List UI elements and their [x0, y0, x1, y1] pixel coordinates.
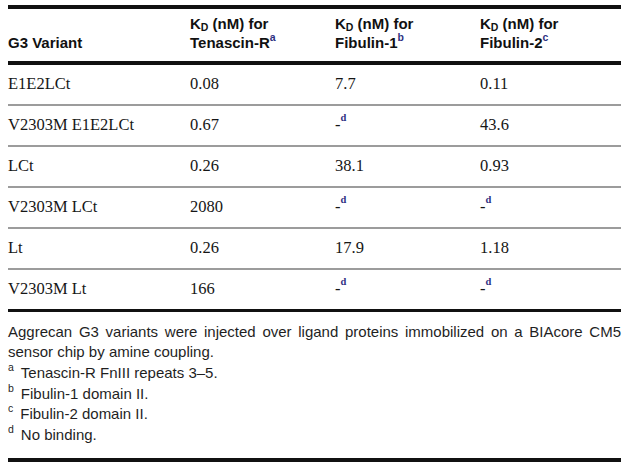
- kd-value-cell: -d: [335, 269, 480, 311]
- target-protein-label: Fibulin-1b: [335, 34, 476, 53]
- footnote-marker-a: a: [270, 31, 276, 43]
- kd-value-cell: -d: [480, 187, 621, 228]
- footnote-text: Tenascin-R FnIII repeats 3–5.: [21, 364, 218, 381]
- footnote-b: b Fibulin-1 domain II.: [8, 384, 621, 405]
- kd-label: KD (nM) for: [480, 15, 617, 34]
- table-row: V2303M Lt166-d-d: [8, 269, 621, 311]
- header-kd-tenascin-r: KD (nM) forTenascin-Ra: [190, 9, 335, 63]
- table-caption: Aggrecan G3 variants were injected over …: [8, 322, 621, 362]
- table-row: Lt0.2617.91.18: [8, 228, 621, 269]
- footnote-marker-c: c: [8, 402, 13, 414]
- footnote-text: No binding.: [21, 426, 97, 443]
- kd-value-cell: 1.18: [480, 228, 621, 269]
- bottom-rule: [8, 458, 621, 462]
- kd-value-cell: 0.26: [190, 228, 335, 269]
- table-row: V2303M LCt2080-d-d: [8, 187, 621, 228]
- table-body: E1E2LCt0.087.70.11V2303M E1E2LCt0.67-d43…: [8, 63, 621, 311]
- kd-label: KD (nM) for: [335, 15, 476, 34]
- footnote-marker-c: c: [543, 31, 549, 43]
- footnote-text: Fibulin-1 domain II.: [21, 385, 149, 402]
- kd-value-cell: -d: [480, 269, 621, 311]
- header-row: G3 Variant KD (nM) forTenascin-RaKD (nM)…: [8, 9, 621, 63]
- footnote-marker-d: d: [341, 194, 347, 205]
- footnote-c: c Fibulin-2 domain II.: [8, 404, 621, 425]
- footnote-marker-d: d: [341, 276, 347, 287]
- kd-value-cell: 2080: [190, 187, 335, 228]
- footnote-marker-b: b: [8, 382, 14, 394]
- kd-value-cell: 0.93: [480, 146, 621, 187]
- kd-value-cell: 43.6: [480, 105, 621, 146]
- table-row: LCt0.2638.10.93: [8, 146, 621, 187]
- footnote-a: a Tenascin-R FnIII repeats 3–5.: [8, 363, 621, 384]
- kd-value-cell: 166: [190, 269, 335, 311]
- kd-value-cell: 17.9: [335, 228, 480, 269]
- footnote-text: Fibulin-2 domain II.: [20, 405, 148, 422]
- header-kd-fibulin-2: KD (nM) forFibulin-2c: [480, 9, 621, 63]
- header-kd-fibulin-1: KD (nM) forFibulin-1b: [335, 9, 480, 63]
- kd-value-cell: 0.26: [190, 146, 335, 187]
- footnote-marker-d: d: [486, 194, 492, 205]
- variant-cell: E1E2LCt: [8, 63, 190, 105]
- kd-value-cell: -d: [335, 105, 480, 146]
- kd-label: KD (nM) for: [190, 15, 331, 34]
- footnote-d: d No binding.: [8, 425, 621, 446]
- variant-cell: Lt: [8, 228, 190, 269]
- footnote-marker-d: d: [341, 112, 347, 123]
- table-row: E1E2LCt0.087.70.11: [8, 63, 621, 105]
- footnote-marker-d: d: [486, 276, 492, 287]
- variant-cell: V2303M Lt: [8, 269, 190, 311]
- variant-cell: V2303M LCt: [8, 187, 190, 228]
- footnote-marker-d: d: [8, 423, 14, 435]
- header-g3-variant: G3 Variant: [8, 9, 190, 63]
- variant-cell: V2303M E1E2LCt: [8, 105, 190, 146]
- kd-value-cell: 7.7: [335, 63, 480, 105]
- kd-value-cell: 0.11: [480, 63, 621, 105]
- target-protein-label: Fibulin-2c: [480, 34, 617, 53]
- table-row: V2303M E1E2LCt0.67-d43.6: [8, 105, 621, 146]
- variant-cell: LCt: [8, 146, 190, 187]
- target-protein-label: Tenascin-Ra: [190, 34, 331, 53]
- header-g3-variant-label: G3 Variant: [8, 34, 82, 51]
- kd-value-cell: 0.67: [190, 105, 335, 146]
- kd-binding-table: G3 Variant KD (nM) forTenascin-RaKD (nM)…: [8, 9, 621, 312]
- kd-value-cell: -d: [335, 187, 480, 228]
- kd-value-cell: 0.08: [190, 63, 335, 105]
- kd-value-cell: 38.1: [335, 146, 480, 187]
- footnotes: a Tenascin-R FnIII repeats 3–5. b Fibulin-1…: [8, 363, 621, 445]
- footnote-marker-a: a: [8, 361, 14, 373]
- table-header: G3 Variant KD (nM) forTenascin-RaKD (nM)…: [8, 9, 621, 63]
- paper-table-figure: G3 Variant KD (nM) forTenascin-RaKD (nM)…: [0, 0, 629, 466]
- footnote-marker-b: b: [398, 31, 404, 43]
